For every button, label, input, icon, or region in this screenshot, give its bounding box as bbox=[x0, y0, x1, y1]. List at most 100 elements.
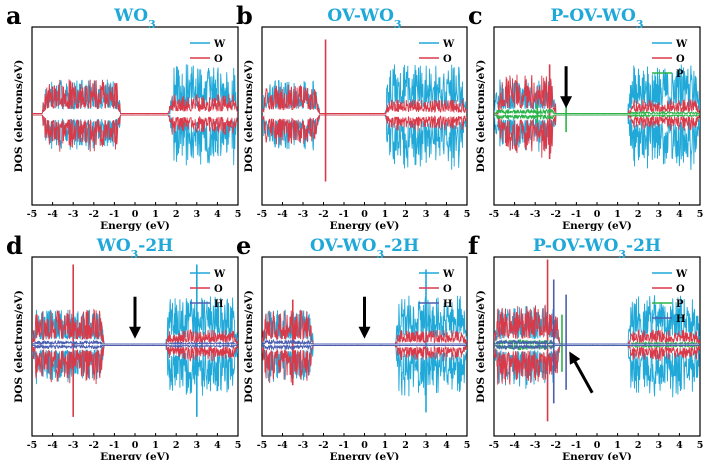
plot-area bbox=[32, 64, 238, 166]
dos-O-spin-up bbox=[262, 84, 467, 115]
panel-c: -5 -4 -3 -2 -1 0 1 2 3 4 5 Energy (eV) DOS (electron… bbox=[468, 1, 703, 232]
panel-letter: c bbox=[468, 1, 483, 30]
x-tick-label: 4 bbox=[676, 209, 683, 220]
x-tick-label: -5 bbox=[257, 440, 268, 451]
x-axis-label: Energy (eV) bbox=[330, 451, 400, 460]
x-axis-label: Energy (eV) bbox=[562, 451, 632, 460]
panel-e: -5 -4 -3 -2 -1 0 1 2 3 4 5 Energy (eV) DOS (electron… bbox=[236, 231, 470, 460]
x-tick-label: -5 bbox=[257, 209, 268, 220]
x-tick-label: 1 bbox=[152, 209, 159, 220]
x-tick-label: 1 bbox=[152, 440, 159, 451]
x-tick-label: 0 bbox=[594, 209, 601, 220]
dos-H-spin-down bbox=[262, 343, 467, 351]
x-tick-label: -3 bbox=[530, 209, 541, 220]
y-axis-label: DOS (electrons/eV) bbox=[13, 290, 25, 403]
x-tick-label: -2 bbox=[318, 440, 329, 451]
plot-area bbox=[262, 39, 467, 182]
panel-letter: b bbox=[236, 1, 253, 30]
y-axis-label: DOS (electrons/eV) bbox=[13, 60, 25, 173]
x-axis-label: Energy (eV) bbox=[100, 451, 170, 460]
x-tick-label: 3 bbox=[193, 209, 200, 220]
legend-label-O: O bbox=[443, 54, 452, 65]
x-tick-label: -2 bbox=[89, 209, 100, 220]
x-tick-label: 2 bbox=[173, 440, 180, 451]
x-tick-label: 3 bbox=[423, 440, 430, 451]
dos-O-spin-down bbox=[262, 114, 467, 145]
x-tick-label: 3 bbox=[655, 440, 662, 451]
x-tick-label: 1 bbox=[382, 209, 389, 220]
x-tick-label: -1 bbox=[109, 440, 120, 451]
legend-label-O: O bbox=[676, 54, 685, 65]
dos-P-spin-up bbox=[494, 107, 700, 116]
x-tick-label: 5 bbox=[697, 440, 704, 451]
y-axis-label: DOS (electrons/eV) bbox=[475, 290, 487, 403]
x-tick-label: 5 bbox=[235, 209, 242, 220]
x-tick-label: 4 bbox=[214, 209, 221, 220]
plot-area bbox=[494, 64, 700, 171]
x-axis-label: Energy (eV) bbox=[562, 220, 632, 232]
legend-label-W: W bbox=[675, 269, 688, 280]
x-tick-label: -4 bbox=[277, 209, 288, 220]
x-tick-label: 2 bbox=[402, 440, 409, 451]
x-tick-label: -1 bbox=[571, 209, 582, 220]
x-tick-label: 3 bbox=[193, 440, 200, 451]
x-tick-label: -4 bbox=[509, 209, 520, 220]
panel-f: -5 -4 -3 -2 -1 0 1 2 3 4 5 Energy (eV) DOS (electron… bbox=[468, 231, 703, 460]
legend-label-W: W bbox=[675, 39, 688, 50]
panel-letter: a bbox=[6, 1, 22, 30]
x-axis-label: Energy (eV) bbox=[330, 220, 400, 232]
panel-b: -5 -4 -3 -2 -1 0 1 2 3 4 5 Energy (eV) DOS (electron… bbox=[236, 1, 470, 232]
legend-label-W: W bbox=[213, 39, 226, 50]
dos-H-spin-up bbox=[32, 339, 238, 346]
plot-frame bbox=[261, 26, 468, 206]
dos-H-spin-down bbox=[494, 343, 700, 351]
legend-label-P: P bbox=[676, 299, 684, 310]
panel-letter: e bbox=[236, 231, 251, 260]
x-tick-label: 4 bbox=[676, 440, 683, 451]
x-tick-label: 5 bbox=[464, 440, 471, 451]
x-tick-label: 2 bbox=[402, 209, 409, 220]
x-tick-label: 0 bbox=[132, 209, 139, 220]
x-tick-label: -3 bbox=[530, 440, 541, 451]
dos-H-spin-up bbox=[262, 338, 467, 346]
x-tick-label: 5 bbox=[235, 440, 242, 451]
x-tick-label: 4 bbox=[443, 209, 450, 220]
x-tick-label: -2 bbox=[551, 440, 562, 451]
legend-label-P: P bbox=[676, 69, 684, 80]
dos-H-spin-up bbox=[494, 339, 700, 346]
x-axis-label: Energy (eV) bbox=[100, 220, 170, 232]
x-tick-label: 0 bbox=[361, 209, 368, 220]
legend-label-W: W bbox=[442, 269, 455, 280]
x-tick-label: -2 bbox=[551, 209, 562, 220]
x-tick-label: -3 bbox=[68, 209, 79, 220]
panel-title: P-OV-WO3 bbox=[550, 6, 643, 31]
x-tick-label: 5 bbox=[464, 209, 471, 220]
x-tick-label: 2 bbox=[635, 209, 642, 220]
plot-area bbox=[262, 269, 467, 413]
panel-a: -5 -4 -3 -2 -1 0 1 2 3 4 5 Energy (eV) DOS (electron… bbox=[6, 1, 241, 232]
x-tick-label: 5 bbox=[697, 209, 704, 220]
dos-O-spin-up bbox=[32, 79, 238, 114]
dos-P-spin-down bbox=[494, 113, 700, 120]
x-tick-label: 4 bbox=[443, 440, 450, 451]
plot-area bbox=[32, 264, 238, 417]
dos-O-spin-down bbox=[32, 114, 238, 152]
plot-area bbox=[494, 259, 700, 422]
x-tick-label: -4 bbox=[277, 440, 288, 451]
x-tick-label: -5 bbox=[489, 440, 500, 451]
x-tick-label: -1 bbox=[339, 440, 350, 451]
y-axis-label: DOS (electrons/eV) bbox=[475, 60, 487, 173]
panel-title: OV-WO3-2H bbox=[310, 236, 419, 261]
legend-label-H: H bbox=[676, 314, 685, 325]
x-tick-label: 1 bbox=[382, 440, 389, 451]
x-tick-label: -4 bbox=[47, 209, 58, 220]
x-tick-label: -3 bbox=[298, 440, 309, 451]
x-tick-label: -1 bbox=[339, 209, 350, 220]
x-tick-label: -5 bbox=[27, 440, 38, 451]
x-tick-label: 2 bbox=[173, 209, 180, 220]
legend-label-H: H bbox=[214, 299, 223, 310]
x-tick-label: -1 bbox=[109, 209, 120, 220]
panel-title: WO3 bbox=[113, 6, 156, 31]
legend-label-H: H bbox=[443, 299, 452, 310]
